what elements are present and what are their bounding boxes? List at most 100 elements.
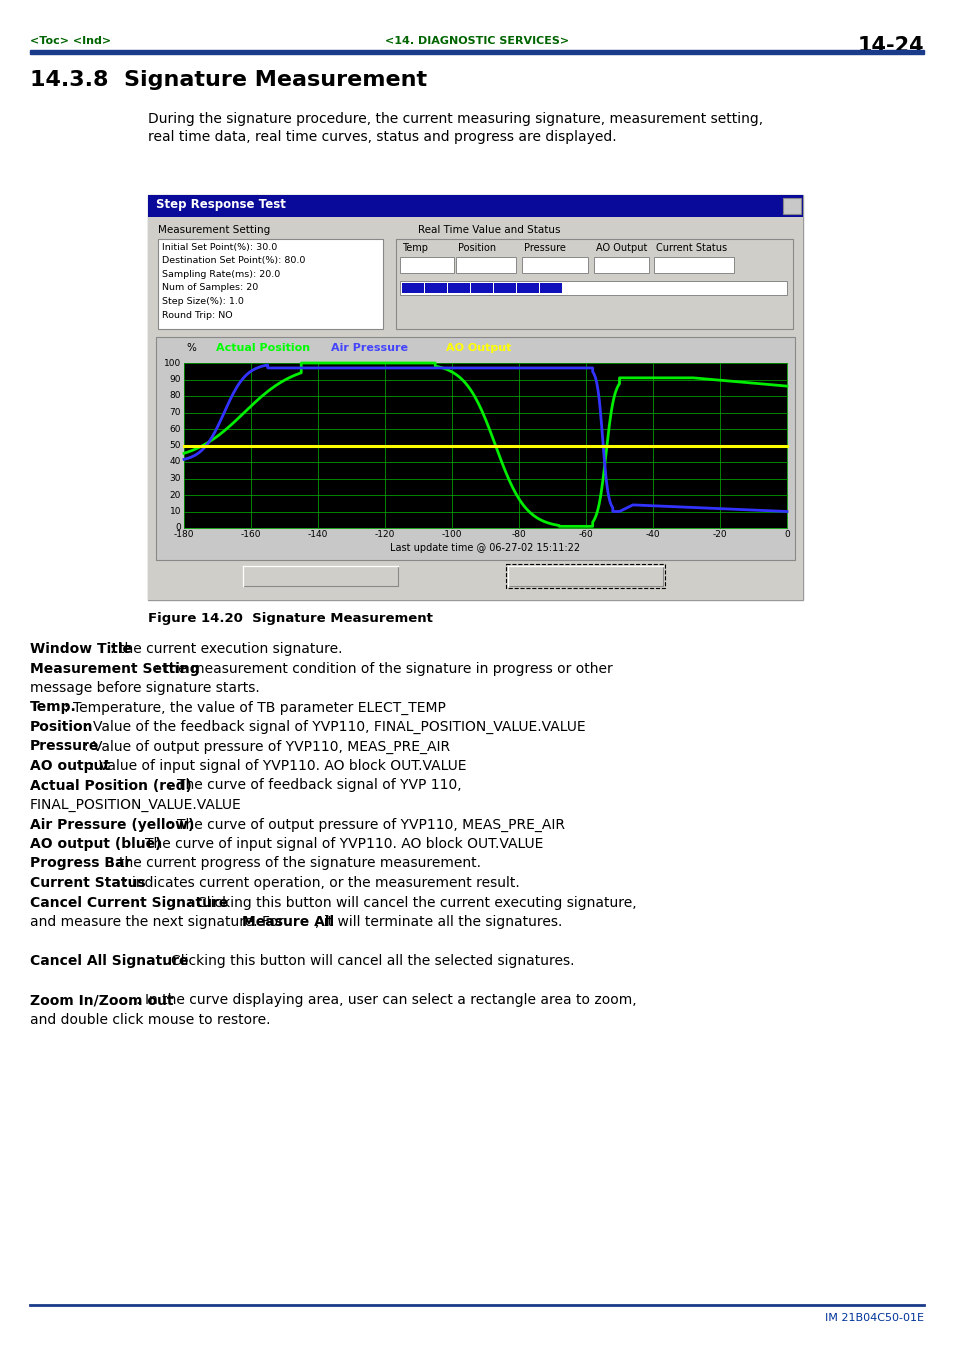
Text: Measurement Setting: Measurement Setting [158, 226, 270, 235]
Bar [521, 257, 587, 273]
Text: 80: 80 [170, 392, 181, 400]
Text: 70: 70 [170, 408, 181, 417]
Text: Measure All: Measure All [242, 915, 335, 929]
Bar [156, 336, 794, 561]
Text: -60: -60 [578, 530, 593, 539]
Text: Figure 14.20  Signature Measurement: Figure 14.20 Signature Measurement [148, 612, 433, 626]
Text: <Toc> <Ind>: <Toc> <Ind> [30, 36, 111, 46]
Text: Air Pressure (yellow): Air Pressure (yellow) [30, 817, 194, 831]
Text: Actual Position (red): Actual Position (red) [30, 778, 192, 793]
Bar [654, 257, 733, 273]
Bar [184, 363, 786, 528]
Text: 14-24: 14-24 [857, 36, 923, 55]
Bar [594, 257, 648, 273]
Text: Num of Samples: 20: Num of Samples: 20 [162, 284, 258, 293]
Text: Pressure: Pressure [523, 243, 565, 253]
Text: 20: 20 [170, 490, 181, 500]
Text: Cancel All Signature: Cancel All Signature [536, 569, 634, 580]
Text: LOADING: LOADING [656, 259, 700, 269]
Text: Position: Position [30, 720, 93, 734]
Text: : In the curve displaying area, user can select a rectangle area to zoom,: : In the curve displaying area, user can… [136, 993, 636, 1006]
Text: Real Time Value and Status: Real Time Value and Status [417, 226, 560, 235]
Bar [148, 195, 802, 218]
Bar [30, 50, 923, 54]
Text: : The curve of input signal of YVP110. AO block OUT.VALUE: : The curve of input signal of YVP110. A… [136, 838, 543, 851]
Text: AO output (blue): AO output (blue) [30, 838, 161, 851]
Text: Destination Set Point(%): 80.0: Destination Set Point(%): 80.0 [162, 257, 305, 266]
Text: -80: -80 [511, 530, 526, 539]
Bar [148, 218, 802, 600]
Text: : Value of output pressure of YVP110, MEAS_PRE_AIR: : Value of output pressure of YVP110, ME… [84, 739, 450, 754]
Text: Current Status: Current Status [656, 243, 726, 253]
Text: 24.27 deg: 24.27 deg [401, 259, 451, 269]
Text: -140: -140 [308, 530, 328, 539]
Text: 86.91 %: 86.91 % [457, 259, 497, 269]
Text: Progress Bar: Progress Bar [30, 857, 132, 870]
Bar [148, 195, 802, 600]
Bar [243, 566, 397, 586]
Bar [517, 282, 538, 293]
Bar [456, 257, 516, 273]
Text: Pressure: Pressure [30, 739, 99, 754]
Text: -180: -180 [173, 530, 194, 539]
Text: During the signature procedure, the current measuring signature, measurement set: During the signature procedure, the curr… [148, 112, 762, 126]
Text: Temp.: Temp. [30, 701, 76, 715]
Text: AO Output: AO Output [446, 343, 511, 353]
Text: -20: -20 [712, 530, 726, 539]
Bar [395, 239, 792, 330]
Text: 30: 30 [170, 474, 181, 484]
Text: : Clicking this button will cancel all the selected signatures.: : Clicking this button will cancel all t… [162, 954, 574, 969]
Text: Position: Position [457, 243, 496, 253]
Bar [507, 566, 662, 586]
Text: 95.40 kPa: 95.40 kPa [523, 259, 572, 269]
Bar [401, 282, 423, 293]
Bar [494, 282, 516, 293]
Bar [471, 282, 493, 293]
Text: 10: 10 [170, 507, 181, 516]
Text: : Value of the feedback signal of YVP110, FINAL_POSITION_VALUE.VALUE: : Value of the feedback signal of YVP110… [84, 720, 585, 734]
Text: Cancel Current Signature: Cancel Current Signature [30, 896, 228, 909]
Bar [399, 257, 454, 273]
Text: 0: 0 [783, 530, 789, 539]
Bar [782, 199, 801, 213]
Text: Window Title: Window Title [30, 642, 132, 657]
Text: message before signature starts.: message before signature starts. [30, 681, 259, 694]
Text: : Value of input signal of YVP110. AO block OUT.VALUE: : Value of input signal of YVP110. AO bl… [91, 759, 467, 773]
Text: Cancel Current Signature: Cancel Current Signature [258, 569, 382, 580]
Text: FINAL_POSITION_VALUE.VALUE: FINAL_POSITION_VALUE.VALUE [30, 798, 241, 812]
Text: -120: -120 [375, 530, 395, 539]
Text: : the measurement condition of the signature in progress or other: : the measurement condition of the signa… [155, 662, 613, 676]
Text: 100: 100 [164, 358, 181, 367]
Text: : Clicking this button will cancel the current executing signature,: : Clicking this button will cancel the c… [188, 896, 636, 909]
Text: 50: 50 [170, 440, 181, 450]
Bar [424, 282, 447, 293]
Text: Initial Set Point(%): 30.0: Initial Set Point(%): 30.0 [162, 243, 277, 253]
Text: -40: -40 [645, 530, 659, 539]
Text: Current Status: Current Status [30, 875, 146, 890]
Text: and measure the next signature. For: and measure the next signature. For [30, 915, 288, 929]
Bar [158, 239, 382, 330]
Text: Actual Position: Actual Position [215, 343, 310, 353]
Text: Round Trip: NO: Round Trip: NO [162, 311, 233, 319]
Bar [399, 281, 786, 295]
Text: IM 21B04C50-01E: IM 21B04C50-01E [824, 1313, 923, 1323]
Text: AO output: AO output [30, 759, 110, 773]
Text: Last update time @ 06-27-02 15:11:22: Last update time @ 06-27-02 15:11:22 [390, 543, 580, 553]
Text: real time data, real time curves, status and progress are displayed.: real time data, real time curves, status… [148, 130, 616, 145]
Text: 0: 0 [175, 523, 181, 532]
Text: Air Pressure: Air Pressure [331, 343, 408, 353]
Text: 90: 90 [170, 376, 181, 384]
Text: x: x [788, 199, 794, 208]
Text: 60: 60 [170, 424, 181, 434]
Text: Temp: Temp [401, 243, 428, 253]
Text: -160: -160 [240, 530, 261, 539]
Text: %: % [186, 343, 195, 353]
Text: <14. DIAGNOSTIC SERVICES>: <14. DIAGNOSTIC SERVICES> [384, 36, 569, 46]
Text: : The curve of output pressure of YVP110, MEAS_PRE_AIR: : The curve of output pressure of YVP110… [169, 817, 565, 832]
Text: : indicates current operation, or the measurement result.: : indicates current operation, or the me… [123, 875, 519, 890]
Bar [539, 282, 561, 293]
Text: 14.3.8  Signature Measurement: 14.3.8 Signature Measurement [30, 70, 427, 91]
Text: Measurement Setting: Measurement Setting [30, 662, 199, 676]
Text: and double click mouse to restore.: and double click mouse to restore. [30, 1012, 271, 1027]
Text: -100: -100 [441, 530, 462, 539]
